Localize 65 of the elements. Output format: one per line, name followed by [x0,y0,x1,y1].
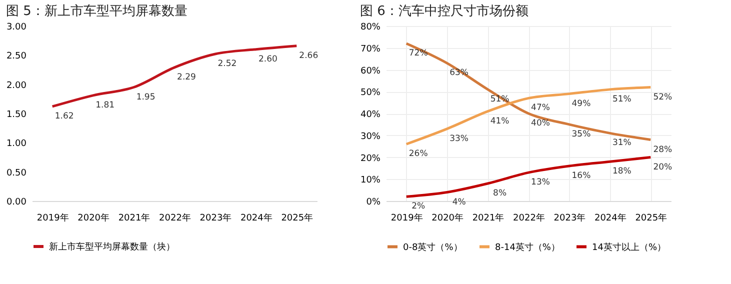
y-tick-label: 80% [360,22,381,32]
legend-label: 8-14英寸（%） [495,242,560,253]
x-tick-label: 2022年 [513,212,545,224]
data-label: 1.81 [96,100,115,110]
line-series [51,44,298,108]
data-label: 40% [531,118,550,128]
data-label: 51% [612,94,632,104]
y-tick-label: 2.50 [6,52,27,62]
data-label: 2.66 [299,50,318,61]
legend-label: 0-8英寸（%） [403,242,462,253]
data-label: 20% [653,162,672,172]
y-tick-label: 0% [366,198,381,208]
x-tick-label: 2020年 [432,212,464,224]
x-tick-label: 2020年 [78,212,110,224]
data-label: 13% [531,178,550,188]
y-tick-label: 40% [360,110,381,120]
x-tick-label: 2019年 [390,212,423,224]
y-tick-label: 20% [360,154,381,164]
y-tick-label: 10% [360,176,381,186]
data-label: 2.29 [177,72,196,82]
data-label: 49% [572,98,591,109]
x-tick-label: 2023年 [554,212,586,224]
data-label: 31% [612,138,632,148]
x-tick-label: 2023年 [200,212,232,224]
data-label: 8% [493,188,507,198]
data-label: 26% [408,149,428,160]
data-label: 1.62 [54,112,74,122]
legend-label: 14英寸以上（%） [592,242,666,253]
data-label: 4% [452,197,466,208]
data-label: 16% [572,171,591,181]
data-label: 72% [408,48,428,58]
y-tick-label: 0.00 [6,198,27,208]
data-label: 2.52 [218,59,237,69]
y-tick-label: 1.00 [6,139,27,150]
x-tick-label: 2019年 [36,212,69,224]
line-series [405,86,652,146]
x-tick-label: 2024年 [240,212,272,224]
y-tick-label: 30% [360,132,381,142]
y-tick-label: 2.00 [6,80,27,91]
data-label: 52% [653,92,672,102]
line-series [405,156,652,198]
x-tick-label: 2022年 [159,212,191,224]
data-label: 35% [572,129,591,140]
data-label: 2.60 [258,54,278,64]
chart-title: 图 5：新上市车型平均屏幕数量 [6,4,188,19]
data-label: 2% [412,202,426,212]
data-label: 18% [612,166,632,177]
x-tick-label: 2025年 [635,212,668,224]
y-tick-label: 3.00 [6,22,27,32]
y-tick-label: 1.50 [6,110,27,120]
x-tick-label: 2021年 [118,212,150,224]
y-tick-label: 60% [360,66,381,76]
y-tick-label: 70% [360,44,381,54]
chart-title: 图 6：汽车中控尺寸市场份额 [360,4,528,19]
x-tick-label: 2021年 [472,212,504,224]
data-label: 33% [450,134,469,144]
data-label: 41% [490,116,510,126]
y-tick-label: 50% [360,88,381,98]
x-tick-label: 2025年 [281,212,314,224]
data-label: 28% [653,144,672,155]
x-tick-label: 2024年 [594,212,626,224]
data-label: 47% [531,103,550,114]
data-label: 1.95 [136,92,156,102]
y-tick-label: 0.50 [6,168,27,178]
legend-label: 新上市车型平均屏幕数量（块） [49,242,175,252]
